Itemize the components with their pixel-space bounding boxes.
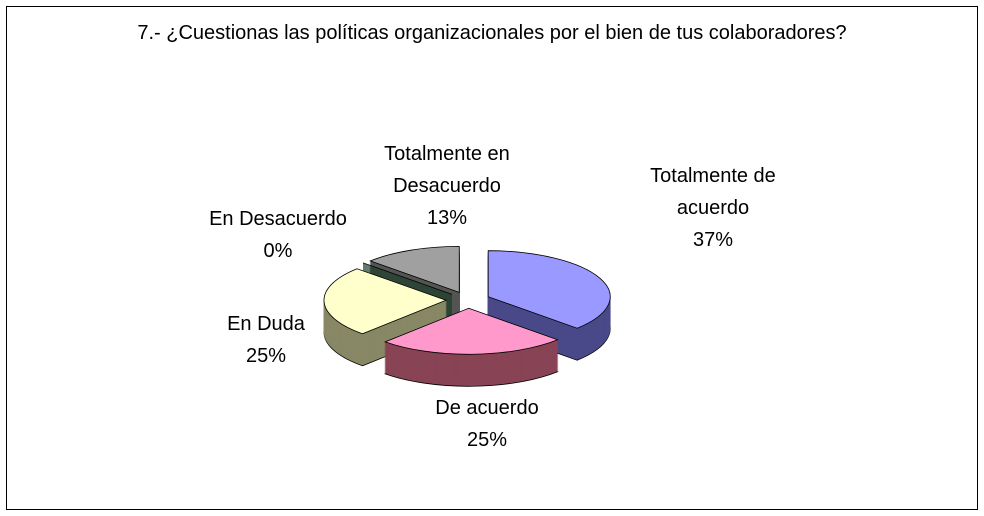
slice-top	[323, 268, 448, 335]
slice-side	[362, 265, 453, 298]
pie-slice	[323, 268, 448, 367]
data-label: En Duda 25%	[181, 308, 351, 372]
data-label: Totalmente de acuerdo 37%	[628, 160, 798, 256]
slice-top	[362, 262, 453, 295]
label-category: De acuerdo	[435, 397, 539, 419]
pie-slice	[384, 307, 559, 387]
label-value: 25%	[245, 345, 287, 367]
slice-top	[369, 245, 460, 293]
pie-slice	[487, 250, 611, 361]
data-label: Totalmente en Desacuerdo 13%	[362, 138, 532, 234]
chart-title: 7.- ¿Cuestionas las políticas organizaci…	[137, 22, 847, 44]
slice-side	[362, 263, 453, 296]
slice-side	[362, 269, 453, 302]
label-value: 25%	[466, 429, 508, 451]
slice-side	[362, 267, 453, 300]
label-category: En Duda	[227, 313, 305, 335]
label-value: 37%	[692, 229, 734, 251]
label-category: Totalmente de acuerdo	[650, 165, 776, 219]
slice-side	[362, 266, 453, 299]
data-label: En Desacuerdo 0%	[193, 203, 363, 267]
slice-top	[487, 250, 611, 329]
label-category: En Desacuerdo	[209, 208, 347, 230]
label-category: Totalmente en Desacuerdo	[384, 143, 510, 197]
data-label: De acuerdo 25%	[402, 392, 572, 456]
slice-side	[362, 264, 453, 297]
slice-top	[384, 307, 559, 355]
slice-side	[362, 268, 453, 301]
label-value: 13%	[426, 207, 468, 229]
label-value: 0%	[263, 240, 293, 262]
